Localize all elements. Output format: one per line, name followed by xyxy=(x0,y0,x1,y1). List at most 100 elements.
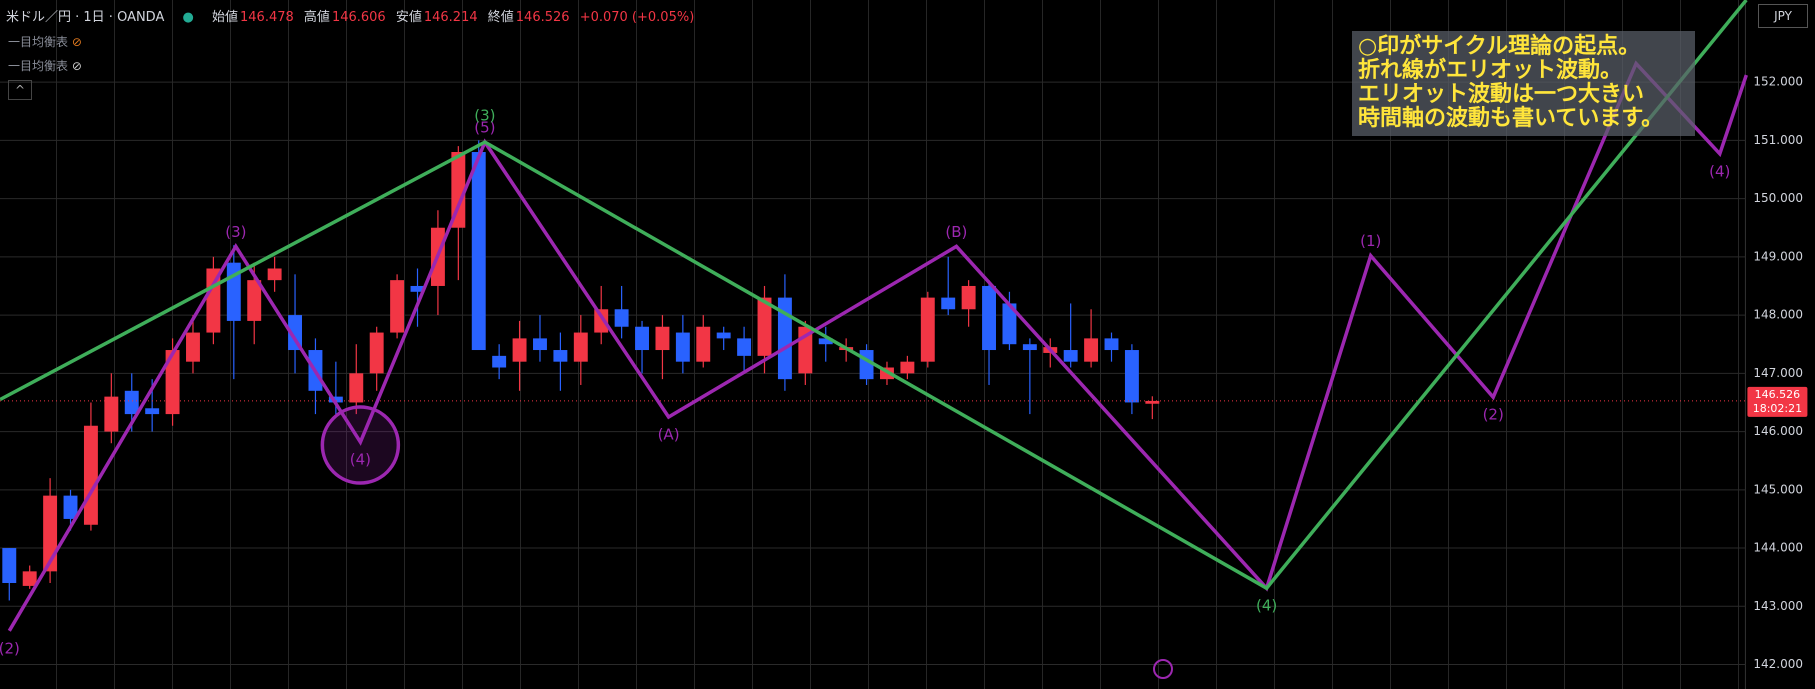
candle-body xyxy=(63,495,78,519)
wave-label: (A) xyxy=(658,426,680,444)
y-tick-label: 148.000 xyxy=(1753,308,1803,322)
candle-body xyxy=(512,338,527,362)
candle-body xyxy=(1124,350,1139,403)
indicator[interactable]: 一目均衡表 ⊘ xyxy=(8,59,82,73)
wave-label: (4) xyxy=(1256,597,1277,615)
candle-body xyxy=(635,326,649,351)
candle-body xyxy=(777,297,792,380)
y-tick-label: 151.000 xyxy=(1753,133,1803,147)
candle-body xyxy=(1002,303,1017,345)
candle-body xyxy=(961,285,976,310)
candle-body xyxy=(900,361,915,374)
candle-body xyxy=(267,268,282,281)
candle-body xyxy=(818,338,833,345)
candle-body xyxy=(1063,350,1078,362)
wave-label: (B) xyxy=(945,223,967,241)
ohlc-key: 安値 xyxy=(395,10,422,25)
annotation-box: ○印がサイクル理論の起点。 折れ線がエリオット波動。 エリオット波動は一つ大きい… xyxy=(1352,31,1695,136)
candle-body xyxy=(655,326,670,351)
candle-body xyxy=(186,332,200,362)
wave-label: (4) xyxy=(350,451,371,469)
y-tick-label: 147.000 xyxy=(1753,366,1803,380)
annotation-line: 折れ線がエリオット波動。 xyxy=(1358,58,1623,83)
candle-body xyxy=(696,326,711,362)
status-dot: ● xyxy=(182,10,194,25)
y-tick-label: 149.000 xyxy=(1753,249,1803,263)
ohlc-value: 146.214 xyxy=(423,10,478,25)
candle-body xyxy=(594,309,609,333)
candle-body xyxy=(492,355,507,368)
candle-body xyxy=(941,297,956,310)
candle-body xyxy=(83,425,98,525)
candle-body xyxy=(145,408,160,415)
y-tick-label: 145.000 xyxy=(1753,482,1803,496)
candle-body xyxy=(349,373,364,403)
ohlc-key: 終値 xyxy=(487,10,514,25)
candle-body xyxy=(553,350,568,362)
candle-body xyxy=(1145,400,1160,404)
candle-body xyxy=(1084,338,1099,362)
y-tick-label: 143.000 xyxy=(1753,599,1803,613)
annotation-line: 時間軸の波動も書いています。 xyxy=(1358,106,1664,131)
indicator-name: 一目均衡表 xyxy=(8,35,69,49)
y-tick-label: 146.000 xyxy=(1753,424,1803,438)
candle-body xyxy=(288,315,302,351)
candle-body xyxy=(471,152,486,351)
candle-body xyxy=(920,297,935,362)
candle-body xyxy=(573,332,588,362)
wave-label: (2) xyxy=(0,639,20,657)
ohlc-key: 高値 xyxy=(303,10,330,25)
candle-body xyxy=(104,396,119,432)
candle-body xyxy=(410,285,425,292)
candle-body xyxy=(1022,344,1037,351)
cycle-circle xyxy=(320,405,401,485)
wave-label: (3) xyxy=(225,223,246,241)
ohlc-key: 始値 xyxy=(212,10,239,25)
candle-body xyxy=(737,338,752,356)
indicator[interactable]: 一目均衡表 ⊘ xyxy=(8,35,82,49)
price-tag xyxy=(1747,386,1808,417)
wave-label: (2) xyxy=(1483,406,1504,424)
ohlc-value: 146.606 xyxy=(331,10,386,25)
annotation-line: エリオット波動は一つ大きい xyxy=(1358,82,1645,107)
candle-body xyxy=(328,396,343,403)
wave-label: (1) xyxy=(1360,232,1381,250)
candle-body xyxy=(716,332,731,339)
candle-body xyxy=(22,571,37,586)
price-tag-value: 146.526 xyxy=(1755,388,1801,401)
candle-body xyxy=(247,280,262,321)
ohlc-value: 146.478 xyxy=(240,10,294,25)
candle-body xyxy=(757,297,772,356)
candle-body xyxy=(124,390,139,415)
candle-body xyxy=(369,332,384,374)
header: 米ドル／円 · 1日 · OANDA ● 始値 146.478 高値 146.606… xyxy=(6,6,700,25)
candle-body xyxy=(1104,338,1119,351)
candle-body xyxy=(165,350,180,415)
wave-line xyxy=(7,60,1748,632)
wave-label: (5) xyxy=(474,119,495,137)
currency-button[interactable]: JPY xyxy=(1758,4,1808,28)
candle-body xyxy=(614,309,629,327)
symbol-title: 米ドル／円 · 1日 · OANDA xyxy=(6,10,165,25)
candle-body xyxy=(982,285,996,351)
change: +0.070 (+0.05%) xyxy=(579,10,695,25)
event-icon xyxy=(1153,659,1173,679)
y-tick-label: 144.000 xyxy=(1753,541,1803,555)
annotation-line: ○印がサイクル理論の起点。 xyxy=(1358,34,1641,59)
candle-body xyxy=(451,152,466,228)
y-tick-label: 150.000 xyxy=(1753,191,1803,205)
candle-body xyxy=(390,280,405,333)
ohlc-value: 146.526 xyxy=(515,10,570,25)
wave-label: (3) xyxy=(474,107,495,125)
candle-body xyxy=(533,338,547,351)
candle-body xyxy=(2,548,17,583)
price-tag-countdown: 18:02:21 xyxy=(1753,402,1802,415)
candle-body xyxy=(675,332,690,362)
y-tick-label: 152.000 xyxy=(1753,75,1803,89)
collapse-button[interactable]: ^ xyxy=(8,80,32,100)
wave-label: (4) xyxy=(1709,162,1730,180)
price-axis xyxy=(1745,0,1815,689)
indicator-name: 一目均衡表 xyxy=(8,59,69,73)
